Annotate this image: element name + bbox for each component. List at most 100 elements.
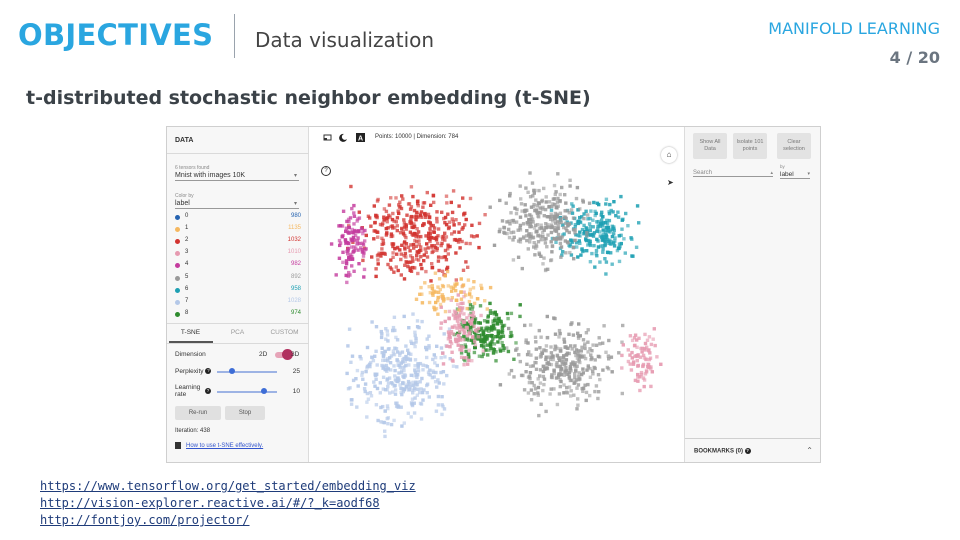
home-icon[interactable]: ⌂ xyxy=(661,147,677,163)
embedding-point xyxy=(402,381,406,385)
embedding-point xyxy=(447,332,451,336)
legend-item[interactable]: 1 1135 xyxy=(175,225,301,235)
embedding-point xyxy=(457,323,461,328)
link-vision-explorer[interactable]: http://vision-explorer.reactive.ai/#/?_k… xyxy=(40,496,380,510)
embedding-point xyxy=(412,215,417,219)
legend-item[interactable]: 0 980 xyxy=(175,213,301,223)
chevron-up-icon[interactable]: ⌃ xyxy=(806,446,813,455)
embedding-point xyxy=(397,363,402,368)
label-toggle-icon[interactable]: A xyxy=(356,133,365,142)
embedding-point xyxy=(432,244,436,248)
embedding-point xyxy=(450,210,455,215)
show-all-data-button[interactable]: Show All Data xyxy=(693,133,727,159)
embedding-point xyxy=(400,387,404,391)
embedding-point xyxy=(565,385,569,390)
embedding-point xyxy=(357,216,362,220)
embedding-point xyxy=(582,223,586,228)
search-by-select[interactable]: label ▾ xyxy=(780,171,810,179)
embedding-point xyxy=(545,314,549,319)
embedding-point xyxy=(635,345,639,349)
howto-link-text[interactable]: How to use t-SNE effectively. xyxy=(186,443,264,450)
embedding-point xyxy=(550,244,555,249)
learning-rate-slider[interactable] xyxy=(217,391,277,393)
embedding-point xyxy=(539,223,543,227)
embedding-point xyxy=(538,368,543,372)
embedding-point xyxy=(384,226,388,231)
isolate-points-button[interactable]: Isolate 101 points xyxy=(733,133,767,159)
embedding-plot[interactable] xyxy=(309,127,684,462)
help-icon[interactable]: ? xyxy=(744,448,751,454)
color-by-select[interactable]: label ▾ xyxy=(175,200,299,209)
stop-button[interactable]: Stop xyxy=(225,406,265,420)
tab-custom[interactable]: CUSTOM xyxy=(270,329,299,336)
legend-item[interactable]: 7 1028 xyxy=(175,298,301,308)
embedding-point xyxy=(454,288,458,293)
embedding-point xyxy=(630,338,635,343)
tab-tsne[interactable]: T-SNE xyxy=(180,329,201,336)
embedding-point xyxy=(442,407,447,411)
embedding-point xyxy=(552,197,556,201)
embedding-point xyxy=(350,264,354,268)
embedding-point xyxy=(415,233,419,237)
dataset-select[interactable]: Mnist with images 10K ▾ xyxy=(175,172,299,181)
embedding-point xyxy=(536,234,540,238)
embedding-point xyxy=(349,398,354,402)
howto-link[interactable]: How to use t-SNE effectively. xyxy=(175,442,263,449)
embedding-point xyxy=(414,336,418,341)
link-tensorflow-embedding[interactable]: https://www.tensorflow.org/get_started/e… xyxy=(40,479,416,493)
embedding-point xyxy=(531,220,535,224)
embedding-point xyxy=(554,363,559,367)
legend-color-dot xyxy=(175,299,180,305)
legend-item[interactable]: 2 1032 xyxy=(175,237,301,247)
rerun-button[interactable]: Re-run xyxy=(175,406,221,420)
embedding-point xyxy=(356,384,360,388)
embedding-point xyxy=(408,268,412,272)
embedding-point xyxy=(391,255,395,259)
help-icon[interactable]: ? xyxy=(205,388,211,394)
select-box-icon[interactable] xyxy=(323,133,332,142)
embedding-point xyxy=(432,353,436,357)
legend-item[interactable]: 3 1010 xyxy=(175,249,301,259)
perplexity-slider[interactable] xyxy=(217,371,277,373)
embedding-point xyxy=(415,393,419,397)
embedding-point xyxy=(575,364,579,368)
embedding-point xyxy=(615,248,620,253)
clear-selection-button[interactable]: Clear selection xyxy=(777,133,811,159)
perplexity-slider-knob[interactable] xyxy=(229,368,235,374)
embedding-point xyxy=(555,346,559,351)
help-icon[interactable]: ? xyxy=(321,166,331,176)
dimension-toggle-knob[interactable] xyxy=(282,349,293,360)
legend-item[interactable]: 8 974 xyxy=(175,310,301,320)
embedding-point xyxy=(352,269,356,273)
embedding-point xyxy=(558,199,562,204)
legend-item[interactable]: 5 892 xyxy=(175,274,301,284)
bookmarks-header[interactable]: BOOKMARKS (0) ? xyxy=(694,448,751,455)
search-input[interactable]: Search ▴ xyxy=(693,170,773,177)
night-mode-icon[interactable] xyxy=(339,133,348,142)
legend-item[interactable]: 4 982 xyxy=(175,261,301,271)
embedding-point xyxy=(593,389,597,394)
embedding-point xyxy=(428,373,432,377)
embedding-point xyxy=(559,369,563,373)
embedding-point xyxy=(460,348,464,352)
chevron-down-icon: ▴ xyxy=(770,170,773,176)
learning-rate-slider-knob[interactable] xyxy=(260,388,267,394)
embedding-point xyxy=(397,371,401,375)
embedding-point xyxy=(430,375,435,380)
embedding-point xyxy=(523,208,527,213)
embedding-point xyxy=(543,268,548,273)
embedding-point xyxy=(524,340,528,345)
link-fontjoy-projector[interactable]: http://fontjoy.com/projector/ xyxy=(40,513,250,527)
embedding-point xyxy=(381,358,385,363)
help-icon[interactable]: ? xyxy=(205,368,212,375)
tab-pca[interactable]: PCA xyxy=(230,329,245,336)
embedding-point xyxy=(356,230,360,234)
embedding-point xyxy=(539,335,543,339)
embedding-point xyxy=(584,390,589,395)
embedding-point xyxy=(350,354,355,358)
tsne-scatter[interactable] xyxy=(309,127,684,462)
legend-item[interactable]: 6 958 xyxy=(175,286,301,296)
embedding-point xyxy=(447,334,451,339)
embedding-point xyxy=(430,244,434,248)
embedding-point xyxy=(362,267,367,272)
